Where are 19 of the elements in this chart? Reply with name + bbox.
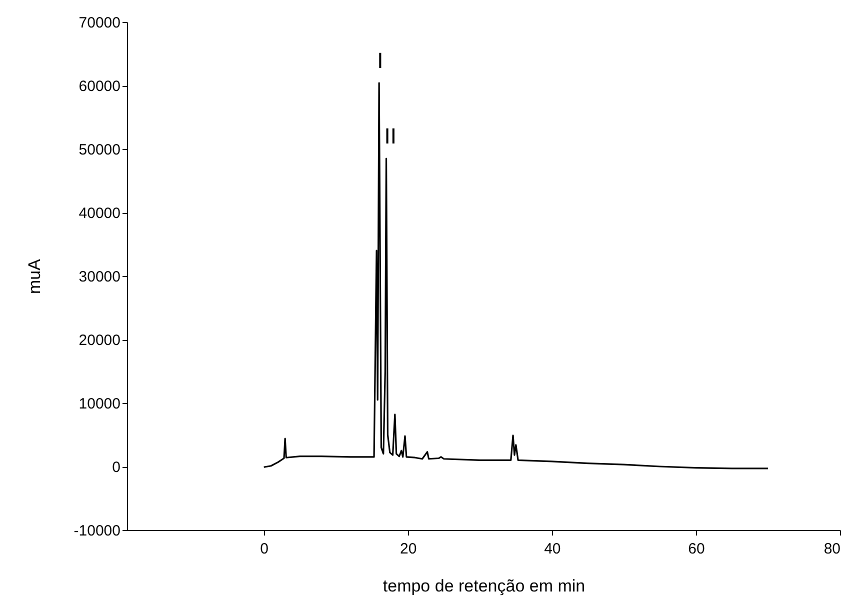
x-tick-label: 80 [824,540,840,558]
y-tick-label: -10000 [74,522,120,540]
y-tick-label: 10000 [78,396,120,412]
annotation: I [377,48,384,73]
x-tick-label: 0 [260,540,269,558]
y-tick-label: 30000 [78,268,120,286]
annotation: II [384,124,397,149]
x-axis-title: tempo de retenção em min [382,576,586,596]
y-tick-label: 70000 [78,14,120,32]
y-tick-label: 50000 [78,142,120,158]
y-tick-label: 40000 [78,205,120,222]
x-tick-label: 40 [544,540,561,558]
x-tick-label: 20 [400,540,417,558]
x-tick-label: 60 [688,540,705,558]
y-axis-title: muA [24,258,44,294]
y-tick-label: 20000 [78,332,120,349]
y-tick-label: 0 [112,459,120,476]
line-series [263,82,769,470]
y-tick-label: 60000 [78,78,120,95]
